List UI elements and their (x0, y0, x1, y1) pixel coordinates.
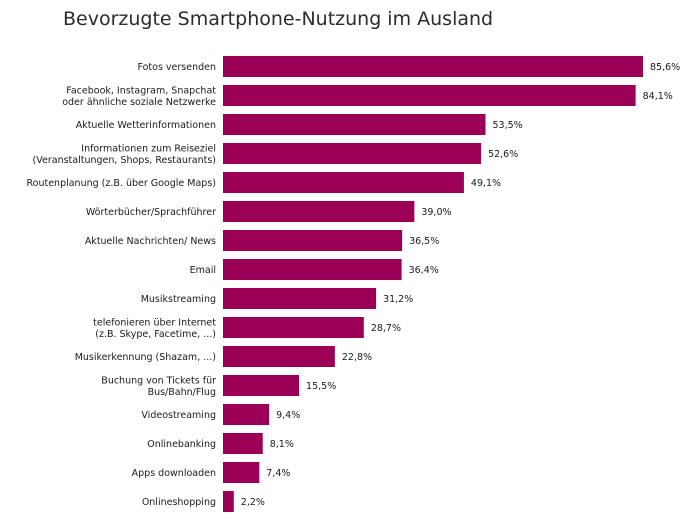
category-label: Wörterbücher/Sprachführer (86, 207, 216, 218)
bar (223, 56, 643, 77)
data-label: 49,1% (471, 178, 501, 189)
category-label: Onlinebanking (147, 439, 216, 450)
category-label: Informationen zum Reiseziel (Veranstaltun… (33, 143, 216, 166)
data-label: 36,4% (409, 265, 439, 276)
category-label-line: Onlineshopping (142, 497, 216, 508)
category-label-line: oder ähnliche soziale Netzwerke (62, 97, 216, 108)
bar (223, 201, 415, 222)
bar (223, 259, 402, 280)
data-label: 28,7% (371, 323, 401, 334)
category-label-line: Fotos versenden (137, 62, 216, 73)
category-label-line: Videostreaming (141, 410, 216, 421)
category-label: Aktuelle Wetterinformationen (76, 120, 216, 131)
bar (223, 230, 403, 251)
data-label: 36,5% (409, 236, 439, 247)
bar (223, 288, 377, 309)
category-label-line: Onlinebanking (147, 439, 216, 450)
category-label-line: Wörterbücher/Sprachführer (86, 207, 216, 218)
category-label-line: Apps downloaden (132, 468, 216, 479)
bar (223, 317, 364, 338)
data-label: 15,5% (306, 381, 336, 392)
bar (223, 172, 464, 193)
data-label: 53,5% (493, 120, 523, 131)
category-label-line: Routenplanung (z.B. über Google Maps) (26, 178, 216, 189)
bar (223, 114, 486, 135)
bar (223, 404, 270, 425)
category-label: Onlineshopping (142, 497, 216, 508)
category-label: Apps downloaden (132, 468, 216, 479)
category-label-line: Musikerkennung (Shazam, ...) (75, 352, 216, 363)
category-label: telefonieren über Internet (z.B. Skype, F… (93, 317, 216, 340)
bar (223, 346, 335, 367)
category-label: Email (190, 265, 216, 276)
category-label-line: Aktuelle Nachrichten/ News (85, 236, 216, 247)
bar (223, 491, 234, 512)
category-label: Musikerkennung (Shazam, ...) (75, 352, 216, 363)
data-label: 85,6% (650, 62, 680, 73)
category-label-line: Informationen zum Reiseziel (81, 143, 216, 154)
category-label-line: (Veranstaltungen, Shops, Restaurants) (33, 155, 216, 166)
category-label-line: Buchung von Tickets für (101, 375, 216, 386)
category-label: Facebook, Instagram, Snapchat oder ähnlic… (62, 85, 216, 108)
data-label: 22,8% (342, 352, 372, 363)
category-label-line: Facebook, Instagram, Snapchat (66, 85, 216, 96)
category-label-line: Bus/Bahn/Flug (148, 387, 216, 398)
bar (223, 143, 482, 164)
category-label-line: Musikstreaming (141, 294, 216, 305)
category-label-line: Aktuelle Wetterinformationen (76, 120, 216, 131)
bar (223, 375, 300, 396)
category-label: Buchung von Tickets für Bus/Bahn/Flug (101, 375, 216, 398)
category-label: Aktuelle Nachrichten/ News (85, 236, 216, 247)
category-label: Routenplanung (z.B. über Google Maps) (26, 178, 216, 189)
data-label: 2,2% (241, 497, 265, 508)
bar (223, 85, 636, 106)
category-label-line: telefonieren über Internet (93, 317, 216, 328)
data-label: 52,6% (488, 149, 518, 160)
category-label: Videostreaming (141, 410, 216, 421)
chart-title: Bevorzugte Smartphone-Nutzung im Ausland (63, 8, 494, 30)
category-label: Musikstreaming (141, 294, 216, 305)
data-label: 8,1% (270, 439, 294, 450)
bar (223, 462, 260, 483)
data-label: 84,1% (643, 91, 673, 102)
category-label-line: (z.B. Skype, Facetime, ...) (95, 329, 216, 340)
bar (223, 433, 263, 454)
category-label: Fotos versenden (137, 62, 216, 73)
data-label: 39,0% (421, 207, 451, 218)
category-label-line: Email (190, 265, 216, 276)
data-label: 31,2% (383, 294, 413, 305)
data-label: 7,4% (266, 468, 290, 479)
data-label: 9,4% (276, 410, 300, 421)
